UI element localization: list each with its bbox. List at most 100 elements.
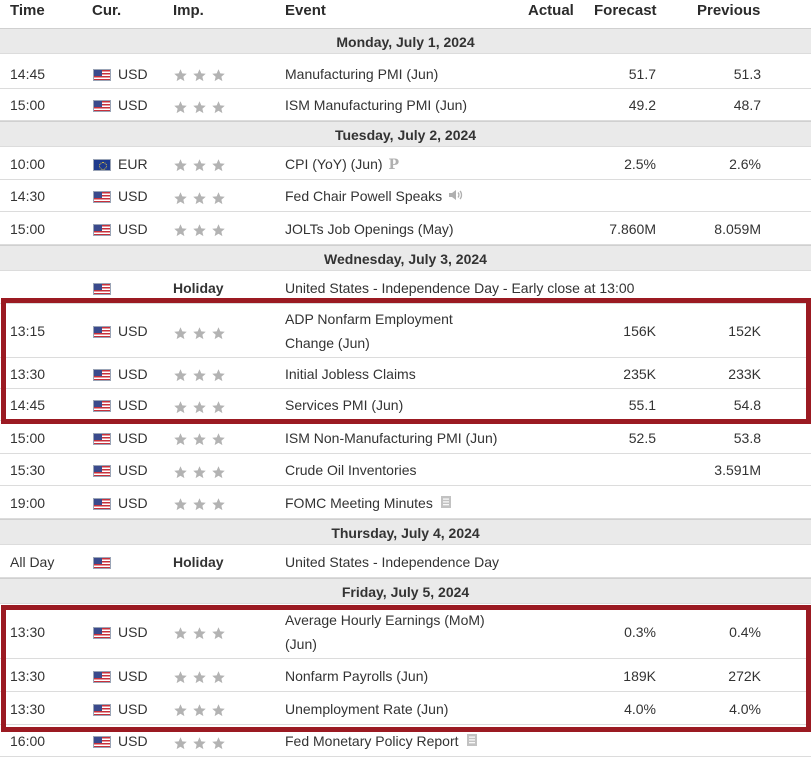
star-icon bbox=[193, 704, 206, 717]
event-time: 15:30 bbox=[10, 462, 46, 478]
event-row[interactable]: 15:00 USD ISM Non-Manufacturing PMI (Jun) 5… bbox=[0, 421, 811, 454]
event-row[interactable]: 13:15 USD ADP Nonfarm Employment Change (Ju… bbox=[0, 304, 811, 358]
star-icon bbox=[193, 326, 206, 339]
header-previous[interactable]: Previous bbox=[697, 2, 761, 19]
event-previous: 233K bbox=[728, 365, 761, 382]
speaker-icon[interactable] bbox=[448, 188, 464, 206]
header-event[interactable]: Event bbox=[285, 2, 326, 19]
event-row[interactable]: 13:30 USD Nonfarm Payrolls (Jun) 189K 272K bbox=[0, 659, 811, 692]
event-row[interactable]: 10:00 EUR CPI (YoY) (Jun) P 2.5% 2.6% bbox=[0, 147, 811, 180]
event-name[interactable]: Manufacturing PMI (Jun) bbox=[285, 65, 438, 83]
event-name-text[interactable]: Fed Monetary Policy Report bbox=[285, 733, 459, 749]
event-forecast: 7.860M bbox=[609, 220, 656, 237]
event-name-text[interactable]: ISM Non-Manufacturing PMI (Jun) bbox=[285, 429, 498, 446]
header-currency[interactable]: Cur. bbox=[92, 2, 122, 19]
event-currency: USD bbox=[118, 462, 148, 478]
event-row[interactable]: 14:30 USD Fed Chair Powell Speaks bbox=[0, 180, 811, 212]
event-row[interactable]: 13:30 USD Initial Jobless Claims 235K 233K bbox=[0, 358, 811, 389]
event-name[interactable]: Fed Chair Powell Speaks bbox=[285, 187, 464, 206]
event-name[interactable]: Crude Oil Inventories bbox=[285, 461, 417, 479]
event-name[interactable]: Nonfarm Payrolls (Jun) bbox=[285, 667, 428, 685]
event-forecast: 189K bbox=[623, 667, 656, 684]
event-time: 15:00 bbox=[10, 97, 46, 113]
event-row[interactable]: 13:30 USD Average Hourly Earnings (MoM) (Ju… bbox=[0, 604, 811, 659]
star-icon bbox=[193, 627, 206, 640]
event-forecast: 235K bbox=[623, 365, 656, 382]
event-name-text[interactable]: Crude Oil Inventories bbox=[285, 462, 417, 478]
star-icon bbox=[212, 704, 225, 717]
event-row[interactable]: 15:00 USD JOLTs Job Openings (May) 7.860M 8.… bbox=[0, 212, 811, 245]
event-name[interactable]: United States - Independence Day - Early… bbox=[285, 279, 634, 297]
event-name[interactable]: United States - Independence Day bbox=[285, 553, 499, 571]
event-row[interactable]: 15:30 USD Crude Oil Inventories 3.591M bbox=[0, 454, 811, 486]
day-header-row: Thursday, July 4, 2024 bbox=[0, 519, 811, 545]
event-name[interactable]: FOMC Meeting Minutes bbox=[285, 494, 453, 513]
event-name-text[interactable]: Fed Chair Powell Speaks bbox=[285, 188, 443, 204]
header-forecast[interactable]: Forecast bbox=[594, 2, 657, 19]
star-icon bbox=[212, 69, 225, 82]
us-flag-icon bbox=[93, 432, 111, 445]
importance-stars bbox=[173, 432, 226, 447]
event-currency: USD bbox=[118, 323, 148, 339]
event-time: 14:30 bbox=[10, 188, 46, 204]
event-currency: USD bbox=[118, 220, 148, 237]
holiday-label: Holiday bbox=[173, 553, 224, 570]
event-row[interactable]: 14:45 USD Services PMI (Jun) 55.1 54.8 bbox=[0, 389, 811, 421]
event-currency: USD bbox=[118, 733, 148, 749]
event-name-text[interactable]: ISM Manufacturing PMI (Jun) bbox=[285, 97, 468, 113]
event-name-text[interactable]: CPI (YoY) (Jun) bbox=[285, 155, 383, 172]
importance-stars bbox=[173, 326, 226, 341]
event-name[interactable]: ADP Nonfarm Employment bbox=[285, 311, 453, 327]
event-row[interactable]: 16:00 USD Fed Monetary Policy Report bbox=[0, 725, 811, 757]
star-icon bbox=[174, 671, 187, 684]
event-currency: USD bbox=[118, 700, 148, 717]
star-icon bbox=[193, 671, 206, 684]
event-name-line2[interactable]: Change (Jun) bbox=[285, 335, 370, 351]
star-icon bbox=[193, 369, 206, 382]
header-actual[interactable]: Actual bbox=[528, 2, 574, 19]
event-name-text[interactable]: Manufacturing PMI (Jun) bbox=[285, 65, 439, 82]
header-time[interactable]: Time bbox=[10, 2, 45, 19]
event-currency: EUR bbox=[118, 155, 148, 172]
event-name-text[interactable]: FOMC Meeting Minutes bbox=[285, 494, 433, 511]
event-row[interactable]: 14:45 USD Manufacturing PMI (Jun) 51.7 51.3 bbox=[0, 58, 811, 89]
event-name[interactable]: Average Hourly Earnings (MoM) bbox=[285, 611, 485, 628]
us-flag-icon bbox=[93, 68, 111, 81]
event-row[interactable]: 13:30 USD Unemployment Rate (Jun) 4.0% 4.0% bbox=[0, 692, 811, 725]
event-name-text[interactable]: Nonfarm Payrolls (Jun) bbox=[285, 667, 429, 684]
event-name[interactable]: CPI (YoY) (Jun) P bbox=[285, 155, 399, 174]
header-importance[interactable]: Imp. bbox=[173, 2, 204, 19]
us-flag-icon bbox=[93, 400, 111, 412]
us-flag-icon bbox=[93, 670, 111, 683]
us-flag-icon bbox=[93, 368, 111, 381]
event-name-text[interactable]: Unemployment Rate (Jun) bbox=[285, 700, 449, 717]
event-name-text[interactable]: United States - Independence Day - Early… bbox=[285, 279, 635, 296]
preliminary-icon[interactable]: P bbox=[388, 156, 400, 173]
document-icon[interactable] bbox=[465, 733, 479, 751]
event-name[interactable]: ISM Non-Manufacturing PMI (Jun) bbox=[285, 429, 497, 447]
event-row[interactable]: 15:00 USD ISM Manufacturing PMI (Jun) 49.2 4… bbox=[0, 89, 811, 121]
star-icon bbox=[212, 224, 225, 237]
us-flag-icon bbox=[93, 626, 111, 639]
event-name-text[interactable]: JOLTs Job Openings (May) bbox=[285, 220, 454, 237]
star-icon bbox=[193, 224, 206, 237]
event-row[interactable]: Holiday United States - Independence Day … bbox=[0, 271, 811, 304]
us-flag-icon bbox=[93, 191, 111, 203]
event-name[interactable]: Fed Monetary Policy Report bbox=[285, 732, 479, 751]
event-name-text[interactable]: Initial Jobless Claims bbox=[285, 365, 416, 382]
event-name-line2[interactable]: (Jun) bbox=[285, 635, 317, 652]
event-name[interactable]: ISM Manufacturing PMI (Jun) bbox=[285, 96, 467, 114]
event-row[interactable]: 19:00 USD FOMC Meeting Minutes bbox=[0, 486, 811, 519]
event-forecast: 49.2 bbox=[628, 97, 656, 113]
importance-stars bbox=[173, 368, 226, 383]
event-name[interactable]: Initial Jobless Claims bbox=[285, 365, 416, 383]
document-icon[interactable] bbox=[439, 495, 453, 513]
event-name[interactable]: Services PMI (Jun) bbox=[285, 396, 403, 414]
event-name[interactable]: JOLTs Job Openings (May) bbox=[285, 220, 454, 238]
importance-stars bbox=[173, 736, 226, 751]
event-name[interactable]: Unemployment Rate (Jun) bbox=[285, 700, 448, 718]
event-name-text[interactable]: Services PMI (Jun) bbox=[285, 397, 404, 413]
day-header-row: Wednesday, July 3, 2024 bbox=[0, 245, 811, 271]
event-name-text[interactable]: United States - Independence Day bbox=[285, 553, 500, 570]
event-row[interactable]: All Day Holiday United States - Independen… bbox=[0, 545, 811, 578]
